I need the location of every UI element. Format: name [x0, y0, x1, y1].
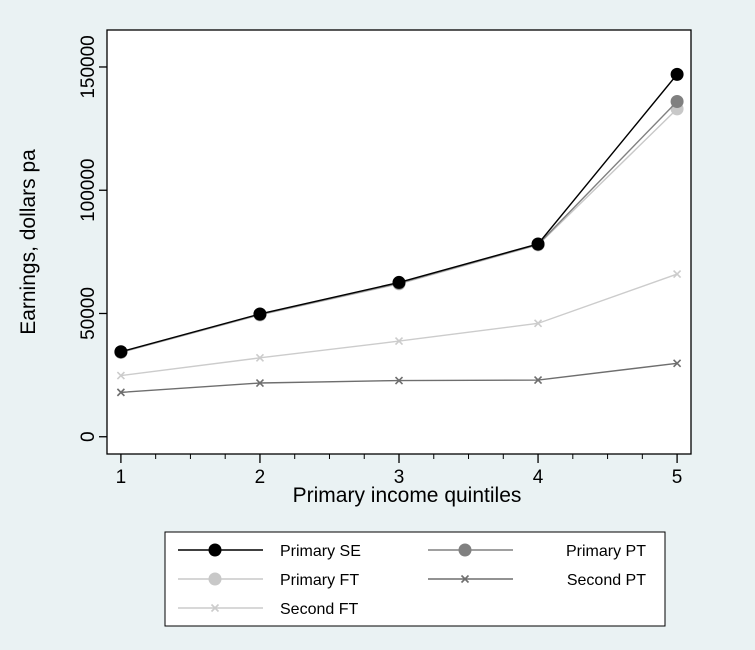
legend-marker	[460, 574, 470, 584]
x-tick-label: 5	[672, 467, 683, 488]
x-axis-title: Primary income quintiles	[293, 484, 522, 507]
data-point	[253, 307, 267, 321]
legend-marker	[458, 543, 472, 557]
x-tick-label: 1	[116, 467, 127, 488]
data-point	[255, 378, 265, 388]
legend-marker	[210, 603, 220, 613]
legend-item: Primary FT	[178, 572, 359, 589]
legend-item: Primary PT	[428, 543, 646, 560]
data-point	[116, 371, 125, 380]
data-point	[116, 388, 125, 397]
series-second-pt	[116, 359, 682, 397]
y-axis-title: Earnings, dollars pa	[17, 149, 40, 335]
data-point	[392, 275, 406, 289]
series-primary-se	[114, 67, 684, 359]
data-point	[670, 67, 684, 81]
y-tick-label: 50000	[78, 287, 99, 340]
plot-area	[106, 29, 692, 455]
y-tick-label: 100000	[78, 159, 99, 222]
data-point	[255, 353, 265, 362]
data-point	[394, 376, 404, 385]
legend-item: Second FT	[178, 601, 358, 618]
data-point	[394, 337, 404, 346]
y-tick-label: 0	[78, 431, 99, 442]
data-point	[533, 375, 543, 385]
series-second-ft	[116, 269, 682, 380]
x-tick-label: 3	[394, 467, 405, 488]
legend-label: Second FT	[280, 601, 358, 618]
data-point	[673, 359, 682, 368]
y-tick-label: 150000	[78, 35, 99, 98]
legend-marker	[208, 572, 222, 586]
legend-item: Second PT	[428, 572, 646, 589]
legend-label: Primary SE	[280, 543, 361, 560]
legend-marker	[208, 543, 222, 557]
legend-label: Primary FT	[280, 572, 359, 589]
data-point	[533, 319, 543, 328]
data-point	[673, 269, 682, 279]
legend: Primary SE Primary PT Primary FT Second PT S…	[178, 543, 646, 618]
legend-item: Primary SE	[178, 543, 361, 560]
legend-label: Second PT	[567, 572, 646, 589]
data-point	[114, 345, 128, 359]
x-tick-label: 4	[533, 467, 544, 488]
data-point	[670, 94, 684, 108]
legend-label: Primary PT	[566, 543, 646, 560]
x-tick-label: 2	[255, 467, 266, 488]
data-point	[531, 237, 545, 251]
